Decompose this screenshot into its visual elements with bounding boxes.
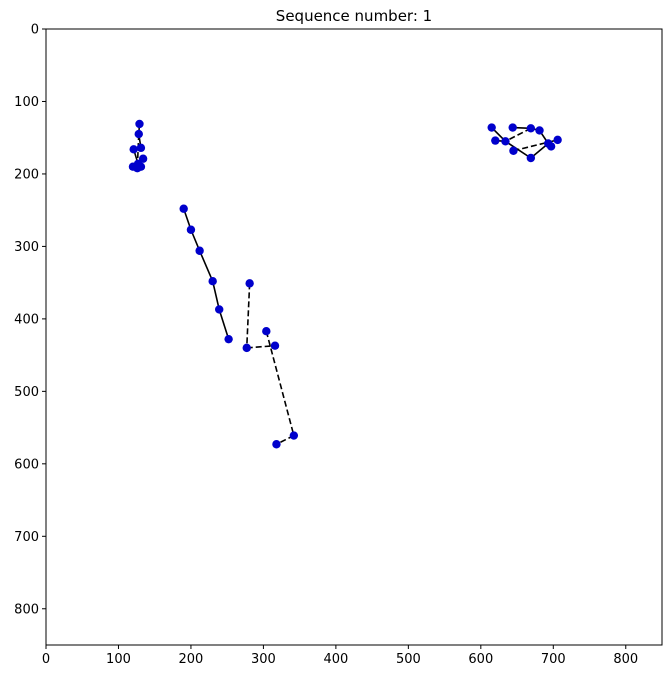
data-point-b4: [208, 276, 217, 286]
data-point-b12: [272, 440, 281, 449]
y-axis: 0 100 200 300 400 500 600 700 800: [14, 23, 46, 617]
data-point-a9: [133, 163, 142, 173]
y-tick-label-700: 700: [14, 530, 39, 545]
data-point-c6: [501, 137, 510, 146]
data-point-b3: [195, 246, 204, 255]
x-tick-label-400: 400: [323, 652, 348, 667]
solid-segment-13: [218, 309, 230, 340]
data-point-c5: [491, 136, 500, 145]
data-point-c4: [535, 126, 544, 135]
y-tick-label-600: 600: [14, 457, 39, 472]
data-point-b8: [242, 343, 251, 353]
x-tick-label-500: 500: [396, 652, 421, 667]
axes-frame: [45, 28, 663, 646]
data-point-c7: [553, 135, 562, 145]
y-tick-label-500: 500: [14, 385, 39, 400]
solid-segment-12: [211, 281, 220, 310]
x-tick-label-0: 0: [42, 652, 50, 667]
x-tick-label-300: 300: [251, 652, 276, 667]
data-point-c2: [508, 123, 517, 132]
data-point-a2: [134, 129, 143, 139]
data-point-c11: [526, 153, 536, 163]
data-point-c10: [509, 146, 518, 155]
points-layer: [128, 119, 562, 449]
data-point-a5: [138, 154, 148, 163]
y-tick-label-300: 300: [14, 240, 39, 255]
dashed-segment-14: [245, 283, 251, 348]
data-point-c1: [487, 123, 496, 132]
data-point-b7: [245, 279, 254, 288]
data-point-c3: [526, 124, 536, 133]
data-point-b10: [270, 341, 280, 350]
data-point-b6: [224, 334, 233, 344]
y-tick-label-0: 0: [31, 23, 39, 38]
dashed-segment-24: [505, 127, 532, 143]
solid-segment-11: [198, 250, 214, 282]
data-point-c9: [546, 142, 556, 151]
data-point-b1: [179, 204, 188, 213]
data-point-b2: [186, 225, 196, 234]
plot-area: [45, 28, 663, 646]
data-point-b11: [289, 431, 299, 440]
y-tick-label-400: 400: [14, 312, 39, 327]
data-point-a1: [135, 119, 144, 129]
x-tick-label-100: 100: [106, 652, 131, 667]
chart-title: Sequence number: 1: [276, 7, 432, 25]
y-tick-label-100: 100: [14, 95, 39, 110]
y-tick-label-200: 200: [14, 167, 39, 182]
x-axis: 0 100 200 300 400 500 600 700 800: [42, 645, 638, 667]
x-tick-label-200: 200: [179, 652, 204, 667]
x-tick-label-800: 800: [613, 652, 638, 667]
dashed-segment-15: [246, 344, 276, 349]
x-tick-label-700: 700: [541, 652, 566, 667]
axes-background: [46, 29, 662, 645]
y-tick-label-800: 800: [14, 602, 39, 617]
data-point-b5: [215, 305, 224, 314]
data-point-a3: [136, 143, 146, 153]
data-point-b9: [262, 327, 271, 336]
x-tick-label-600: 600: [468, 652, 493, 667]
data-point-a4: [129, 145, 138, 154]
